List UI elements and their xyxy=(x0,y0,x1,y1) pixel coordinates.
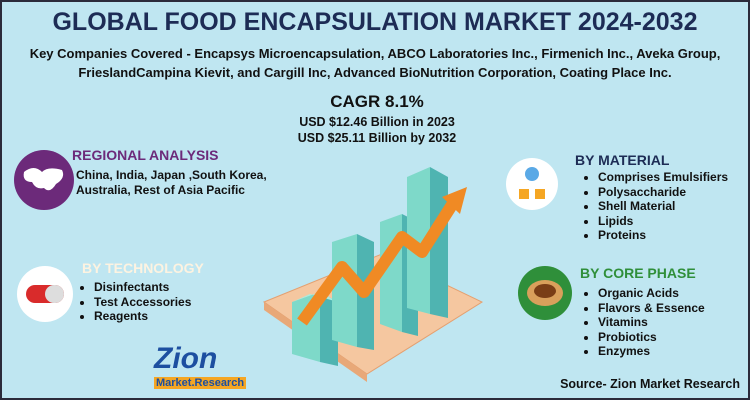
trend-arrow xyxy=(297,193,463,326)
list-item: Vitamins xyxy=(598,315,705,330)
logo-tagline: Market.Research xyxy=(154,377,247,389)
companies: Key Companies Covered - Encapsys Microen… xyxy=(29,46,721,80)
list-item: Shell Material xyxy=(598,199,728,214)
core-phase-list: Organic AcidsFlavors & EssenceVitaminsPr… xyxy=(582,286,705,359)
regional-text: China, India, Japan ,South Korea, Austra… xyxy=(76,168,267,197)
world-map xyxy=(23,168,64,191)
list-item: Probiotics xyxy=(598,330,705,345)
cagr-line: USD $25.11 Billion by 2032 xyxy=(297,131,457,145)
cagr: CAGR 8.1% xyxy=(330,92,424,111)
technology-list: DisinfectantsTest AccessoriesReagents xyxy=(78,280,191,324)
material-list: Comprises EmulsifiersPolysaccharideShell… xyxy=(582,170,728,243)
logo-name: Zion xyxy=(154,342,218,375)
list-item: Organic Acids xyxy=(598,286,705,301)
cagr-line: USD $12.46 Billion in 2023 xyxy=(299,115,455,129)
arrow-head xyxy=(442,187,467,214)
section-title: REGIONAL ANALYSIS xyxy=(72,147,219,163)
list-item: Lipids xyxy=(598,214,728,229)
list-item: Comprises Emulsifiers xyxy=(598,170,728,185)
list-item: Enzymes xyxy=(598,344,705,359)
list-item: Polysaccharide xyxy=(598,185,728,200)
list-item: Reagents xyxy=(94,309,191,324)
section-title: BY TECHNOLOGY xyxy=(82,260,204,276)
material-icon xyxy=(506,158,558,210)
list-item: Proteins xyxy=(598,228,728,243)
list-item: Flavors & Essence xyxy=(598,301,705,316)
section-title: BY MATERIAL xyxy=(575,152,670,168)
title: GLOBAL FOOD ENCAPSULATION MARKET 2024-20… xyxy=(52,8,698,36)
section-title: BY CORE PHASE xyxy=(580,265,696,281)
list-item: Disinfectants xyxy=(94,280,191,295)
list-item: Test Accessories xyxy=(94,295,191,310)
source: Source- Zion Market Research xyxy=(560,377,740,391)
